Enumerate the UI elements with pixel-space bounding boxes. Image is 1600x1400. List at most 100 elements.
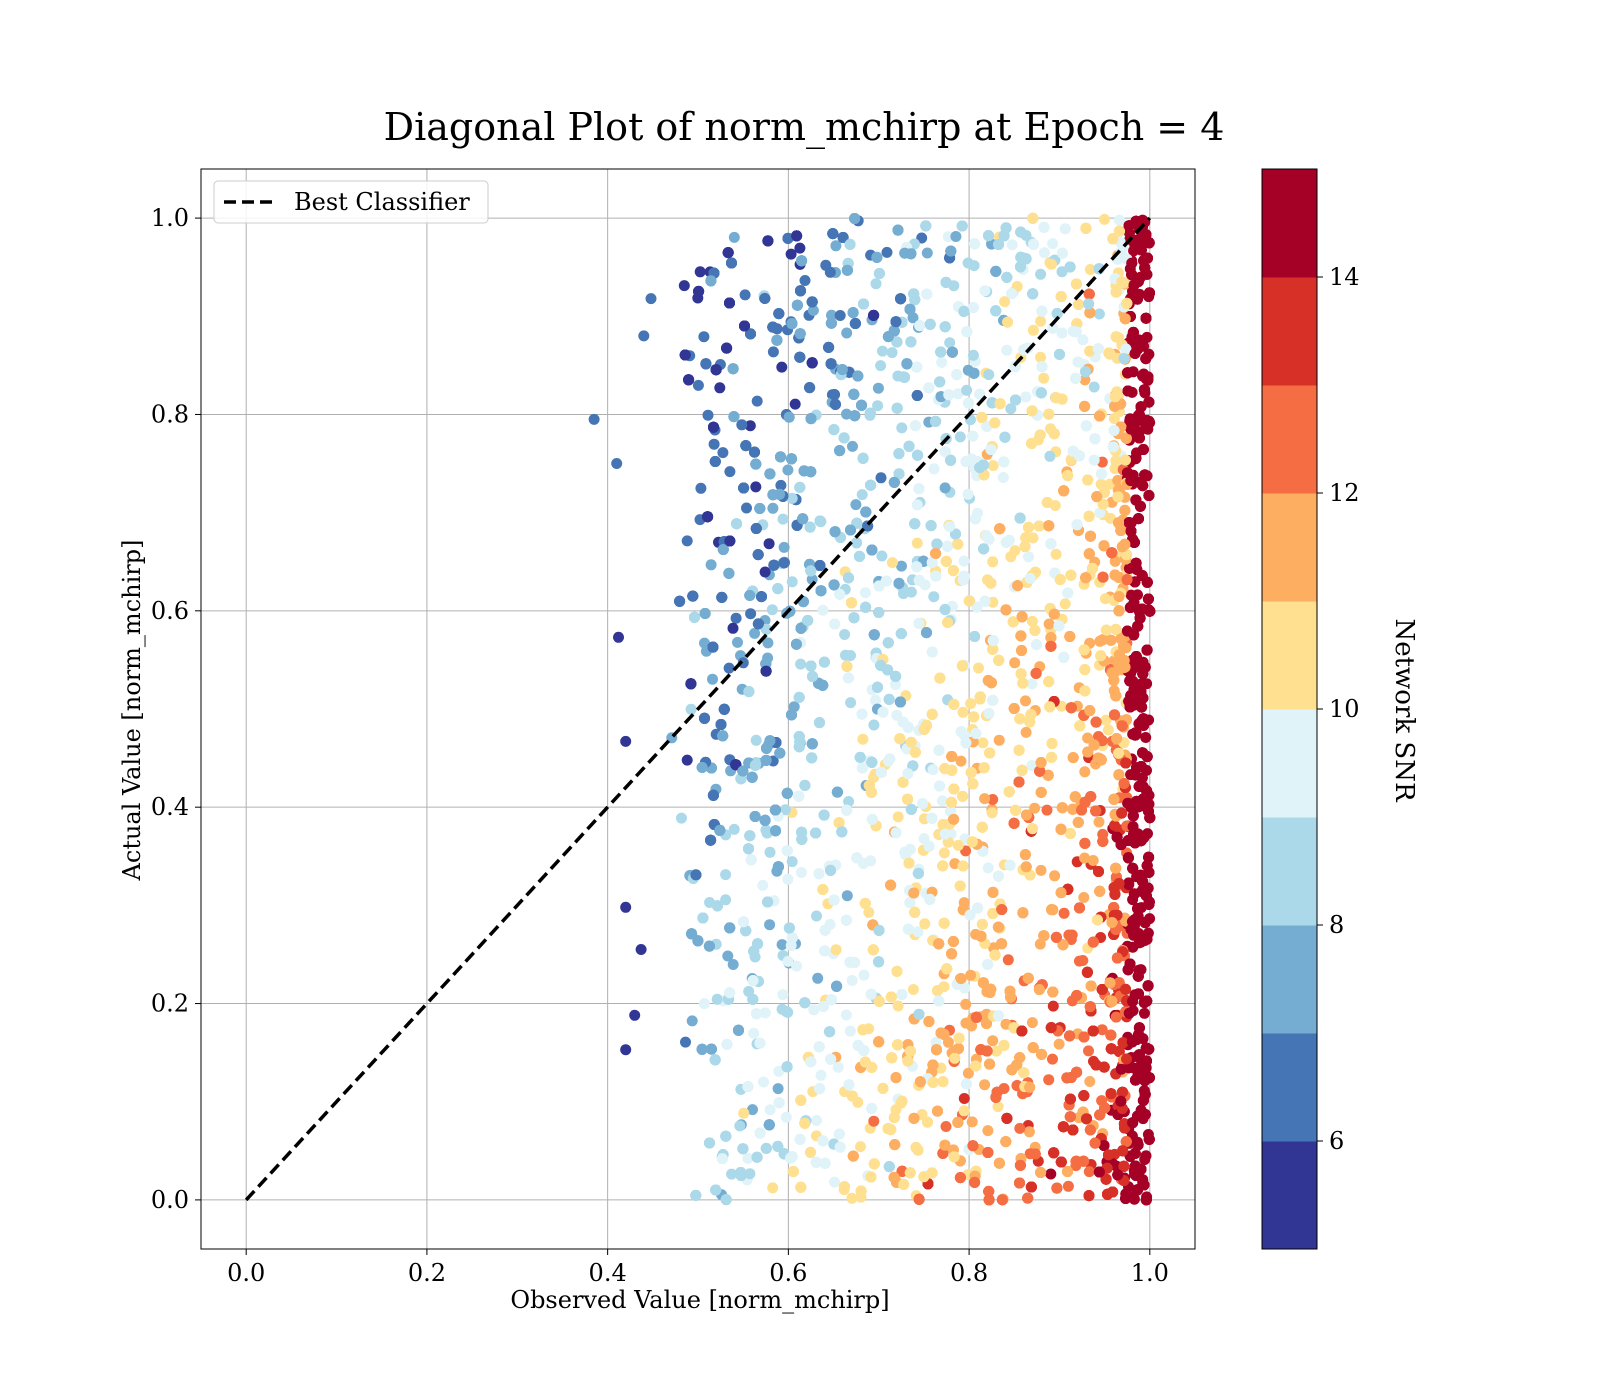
scatter-point <box>1105 512 1116 524</box>
scatter-point <box>812 972 824 984</box>
scatter-point <box>795 867 807 878</box>
scatter-point <box>962 1067 974 1079</box>
scatter-point <box>1123 879 1135 891</box>
scatter-point <box>940 1121 952 1132</box>
scatter-point <box>845 697 857 709</box>
scatter-point <box>707 673 718 685</box>
scatter-point <box>979 793 991 805</box>
scatter-point <box>958 1093 970 1104</box>
scatter-point <box>1099 213 1110 225</box>
scatter-point <box>896 560 907 572</box>
scatter-point <box>870 278 882 290</box>
scatter-point <box>1035 351 1046 363</box>
scatter-point <box>1050 548 1062 560</box>
scatter-point <box>868 1115 880 1127</box>
scatter-point <box>958 1105 970 1117</box>
scatter-point <box>839 629 851 640</box>
scatter-point <box>957 706 969 718</box>
scatter-point <box>1023 551 1034 563</box>
scatter-point <box>750 734 762 746</box>
scatter-point <box>965 698 977 710</box>
scatter-point <box>1099 593 1111 605</box>
scatter-point <box>990 1045 1002 1057</box>
scatter-point <box>1020 726 1032 738</box>
scatter-point <box>720 869 732 881</box>
scatter-point <box>736 419 748 431</box>
scatter-point <box>936 356 948 368</box>
scatter-point <box>779 804 791 816</box>
scatter-point <box>767 502 779 514</box>
scatter-point <box>965 969 977 981</box>
scatter-point <box>896 422 908 434</box>
scatter-point <box>694 266 706 278</box>
scatter-point <box>1078 892 1090 903</box>
scatter-point <box>958 555 970 567</box>
scatter-point <box>775 479 787 491</box>
scatter-point <box>692 379 704 391</box>
scatter-point <box>875 360 887 372</box>
scatter-point <box>971 601 983 613</box>
scatter-point <box>758 1076 769 1088</box>
scatter-point <box>1045 1168 1057 1180</box>
scatter-point <box>859 587 871 599</box>
scatter-point <box>1041 804 1053 816</box>
scatter-point <box>776 939 788 951</box>
scatter-point <box>916 232 928 244</box>
scatter-point <box>987 460 999 472</box>
scatter-point <box>738 1107 750 1119</box>
scatter-point <box>1083 1166 1095 1178</box>
scatter-point <box>999 296 1011 308</box>
scatter-point <box>1020 695 1031 707</box>
scatter-point <box>921 247 933 259</box>
scatter-point <box>944 337 956 349</box>
scatter-point <box>708 438 720 450</box>
scatter-point <box>676 812 687 824</box>
scatter-point <box>1079 766 1091 778</box>
scatter-point <box>807 304 819 316</box>
scatter-point <box>952 839 964 851</box>
scatter-point <box>728 823 740 835</box>
scatter-point <box>857 733 869 745</box>
scatter-point <box>1047 322 1059 334</box>
scatter-point <box>876 550 888 562</box>
scatter-point <box>1023 1126 1035 1138</box>
scatter-point <box>830 944 842 956</box>
scatter-point <box>992 1101 1004 1113</box>
scatter-point <box>938 847 950 859</box>
scatter-points <box>588 212 1156 1206</box>
scatter-point <box>1109 555 1121 567</box>
scatter-point <box>979 285 991 297</box>
scatter-point <box>987 794 999 805</box>
scatter-point <box>1062 1180 1074 1192</box>
scatter-point <box>1140 1150 1152 1162</box>
scatter-point <box>1039 247 1050 259</box>
scatter-point <box>763 538 775 550</box>
scatter-point <box>1035 864 1047 876</box>
scatter-point <box>750 481 762 493</box>
scatter-point <box>1094 507 1106 519</box>
scatter-point <box>1077 955 1089 966</box>
scatter-point <box>739 289 751 301</box>
scatter-point <box>764 846 776 858</box>
scatter-point <box>1100 714 1112 726</box>
scatter-point <box>778 541 790 553</box>
scatter-point <box>744 420 756 432</box>
scatter-point <box>824 266 836 278</box>
scatter-point <box>717 447 729 459</box>
scatter-point <box>939 482 951 494</box>
scatter-point <box>1083 1045 1094 1057</box>
scatter-point <box>877 345 888 357</box>
scatter-point <box>681 754 693 766</box>
scatter-point <box>705 559 717 571</box>
scatter-point <box>840 649 851 661</box>
scatter-point <box>911 499 923 511</box>
scatter-point <box>987 1035 999 1047</box>
scatter-point <box>928 463 940 475</box>
scatter-point <box>686 1015 698 1027</box>
scatter-point <box>1047 1000 1059 1012</box>
scatter-point <box>1121 433 1132 444</box>
scatter-point <box>759 1007 771 1019</box>
scatter-point <box>702 409 714 421</box>
scatter-point <box>742 1152 754 1164</box>
scatter-point <box>892 811 904 823</box>
